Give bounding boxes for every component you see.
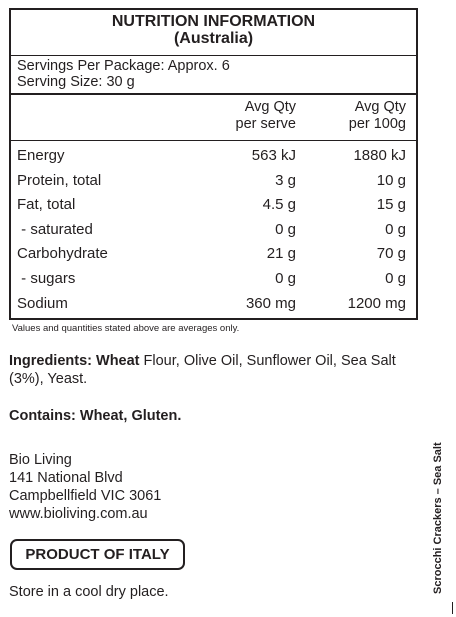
ingredients-label: Ingredients: Wheat — [9, 353, 140, 369]
nutrient-row: Fat, total 4.5 g 15 g — [11, 193, 416, 218]
nutrient-row: - sugars 0 g 0 g — [11, 267, 416, 292]
servings-info: Servings Per Package: Approx. 6 Serving … — [11, 55, 416, 93]
per-100g-value: 0 g — [385, 269, 406, 287]
nutrient-row: Energy 563 kJ 1880 kJ — [11, 144, 416, 169]
per-serve-header: Avg Qty per serve — [236, 99, 296, 133]
ingredients-text: Flour, Olive Oil, Sunflower Oil, Sea Sal… — [9, 353, 396, 387]
allergen-statement: Contains: Wheat, Gluten. — [9, 408, 182, 424]
averages-footnote: Values and quantities stated above are a… — [12, 323, 240, 334]
per-100g-value: 70 g — [376, 245, 406, 263]
per-serve-value: 0 g — [275, 269, 296, 287]
per-serve-value: 0 g — [275, 220, 296, 238]
panel-subtitle: (Australia) — [173, 30, 254, 47]
per-serve-value: 4.5 g — [262, 196, 296, 214]
per-serve-header-line2: per serve — [235, 116, 296, 132]
nutrient-name: Energy — [17, 147, 65, 164]
per-100g-value: 15 g — [376, 196, 406, 214]
nutrition-information-panel: NUTRITION INFORMATION (Australia) Servin… — [9, 8, 418, 320]
nutrient-row: Carbohydrate 21 g 70 g — [11, 242, 416, 267]
per-serve-value: 21 g — [266, 245, 296, 263]
per-100g-value: 10 g — [376, 171, 406, 189]
street-address: 141 National Blvd — [9, 470, 123, 486]
storage-instructions: Store in a cool dry place. — [9, 584, 169, 600]
per-100g-value: 0 g — [385, 220, 406, 238]
nutrient-row: - saturated 0 g 0 g — [11, 218, 416, 243]
trim-mark — [452, 602, 453, 614]
per-serve-header-line1: Avg Qty — [244, 99, 296, 115]
nutrient-name: Protein, total — [17, 171, 102, 189]
website: www.bioliving.com.au — [9, 506, 148, 522]
city-line: Campbellfield VIC 3061 — [9, 488, 162, 504]
nutrient-name: Sodium — [17, 294, 68, 312]
ingredients-statement: Ingredients: Wheat Flour, Olive Oil, Sun… — [9, 352, 409, 388]
nutrient-name: - saturated — [17, 220, 93, 238]
nutrient-name: Fat, total — [17, 196, 76, 214]
per-serve-value: 3 g — [275, 171, 296, 189]
serving-size: Serving Size: 30 g — [17, 74, 135, 90]
nutrition-panel-header: NUTRITION INFORMATION (Australia) — [11, 10, 416, 55]
supplier-address: Bio Living 141 National Blvd Campbellfie… — [9, 451, 161, 523]
nutrient-row: Protein, total 3 g 10 g — [11, 169, 416, 194]
per-100g-header: Avg Qty per 100g — [349, 99, 406, 133]
column-headers: Avg Qty per serve Avg Qty per 100g — [11, 93, 416, 140]
nutrient-name: - sugars — [17, 269, 76, 287]
per-serve-value: 563 kJ — [251, 147, 296, 164]
per-100g-value: 1880 kJ — [353, 147, 406, 164]
company-name: Bio Living — [9, 452, 72, 468]
servings-per-package: Servings Per Package: Approx. 6 — [17, 58, 230, 74]
nutrient-rows: Energy 563 kJ 1880 kJ Protein, total 3 g… — [11, 140, 416, 316]
per-100g-value: 1200 mg — [347, 294, 406, 312]
nutrient-name: Carbohydrate — [17, 245, 108, 263]
nutrient-row: Sodium 360 mg 1200 mg — [11, 292, 416, 317]
per-serve-value: 360 mg — [245, 294, 296, 312]
per-100g-header-line2: per 100g — [348, 116, 406, 132]
country-of-origin-badge: PRODUCT OF ITALY — [10, 539, 185, 570]
panel-title: NUTRITION INFORMATION — [111, 13, 316, 30]
per-100g-header-line1: Avg Qty — [354, 99, 406, 115]
product-name-vertical: Scrocchi Crackers – Sea Salt — [432, 442, 444, 594]
